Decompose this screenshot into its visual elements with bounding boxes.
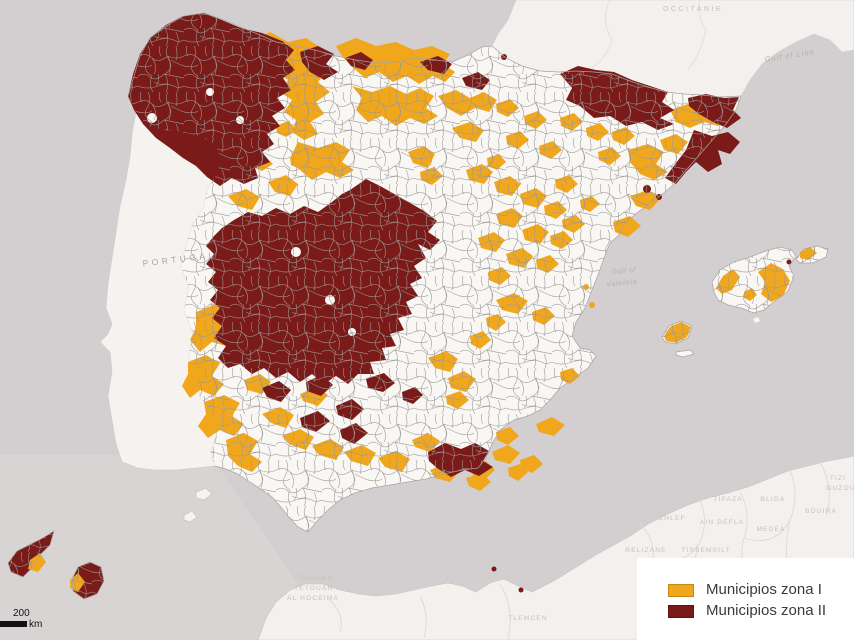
scale-unit: km: [29, 619, 43, 630]
region-label-al-hoceima: AL HOCEIMA: [287, 595, 339, 602]
legend-label-zone1: Municipios zona I: [706, 581, 822, 598]
region-label-ain-defla: AIN DEFLA: [700, 519, 744, 526]
region-label-ouzou: OUZOU: [826, 485, 854, 492]
municipal-mesh: [8, 13, 828, 599]
region-label-tizi: TIZI: [830, 475, 846, 482]
region-label-tangier: TANGIER: [297, 575, 334, 582]
legend-item-zone1: Municipios zona I: [668, 580, 854, 600]
region-label-tetouan: TETOUAN -: [294, 585, 340, 592]
scale-bar-rect: [0, 621, 27, 627]
occitanie-label: OCCITANIE: [663, 6, 723, 13]
zone1-swatch: [668, 583, 694, 597]
region-label-chlef: CHLEF: [658, 515, 685, 522]
region-label-tissemsilt: TISSEMSILT: [681, 547, 730, 554]
region-label-medea: MEDEA: [756, 526, 785, 533]
gulf-of-valencia-label-line1: Gulf of: [611, 267, 636, 277]
spain-coastline: [7, 12, 829, 600]
region-label-blida: BLIDA: [761, 496, 786, 503]
small-islands: [183, 487, 213, 523]
region-label-relizane: RELIZANE: [625, 547, 666, 554]
region-label-bouira: BOUIRA: [805, 508, 837, 515]
legend-label-zone2: Municipios zona II: [706, 602, 827, 619]
zone2-swatch: [668, 604, 694, 618]
gulf-of-valencia-label-line2: Valencia: [606, 278, 637, 288]
region-label-tipaza: TIPAZA: [713, 496, 742, 503]
legend-item-zone2: Municipios zona II: [668, 601, 854, 621]
region-label-tlemcen: TLEMCEN: [508, 615, 547, 622]
africa-region-labels: TANGIER TETOUAN - AL HOCEIMA CHLEF AIN D…: [287, 475, 854, 622]
legend: Municipios zona I Municipios zona II: [637, 558, 854, 640]
france-borders: [591, 0, 707, 71]
scale-bar: 200 km: [0, 608, 120, 640]
scale-distance: 200: [13, 608, 30, 619]
